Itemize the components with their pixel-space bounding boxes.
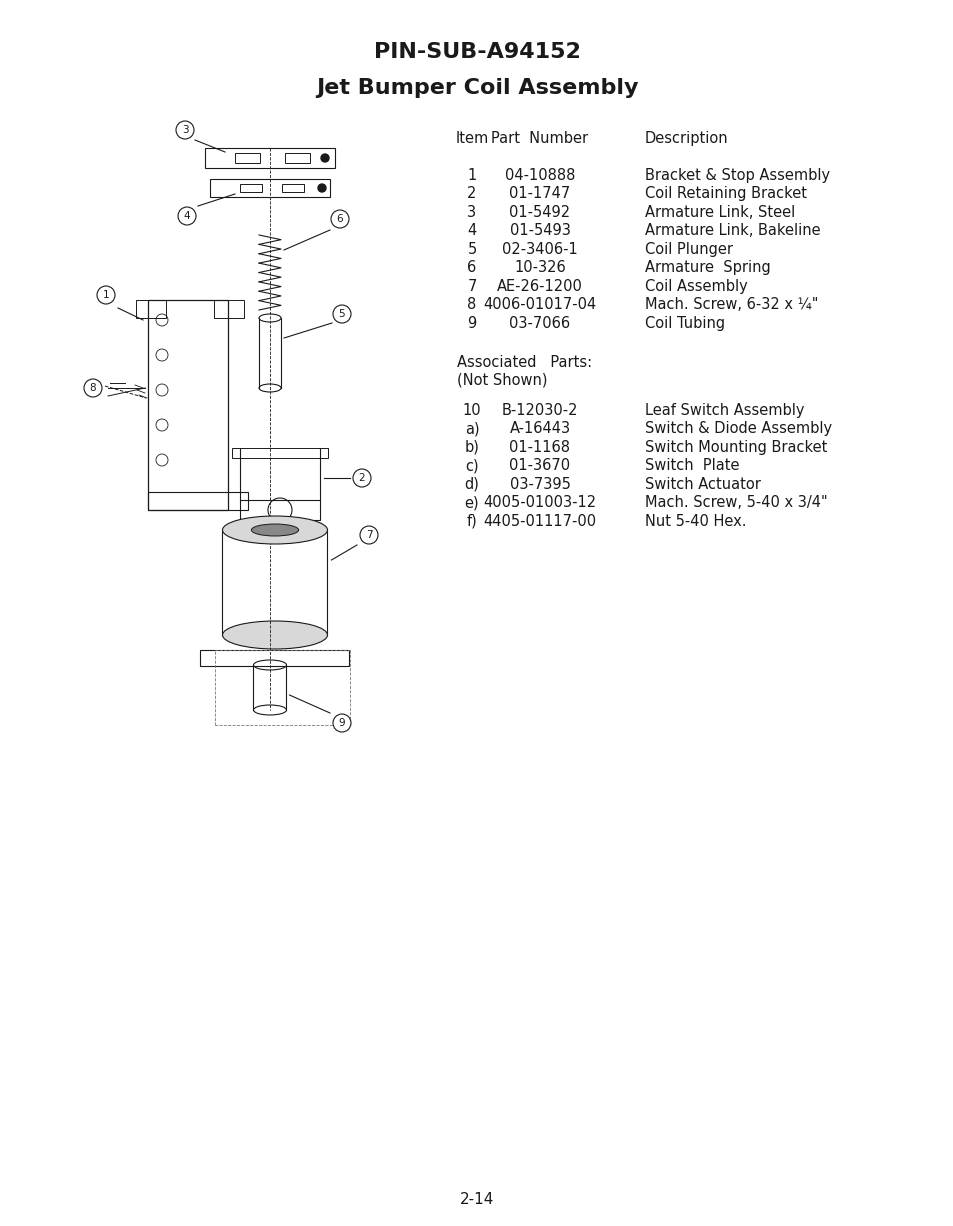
- Text: 7: 7: [467, 278, 476, 293]
- Text: Mach. Screw, 5-40 x 3/4": Mach. Screw, 5-40 x 3/4": [644, 495, 827, 510]
- Bar: [136, 300, 166, 318]
- Text: 4005-01003-12: 4005-01003-12: [483, 495, 596, 510]
- Text: Armature Link, Steel: Armature Link, Steel: [644, 205, 795, 219]
- Text: a): a): [464, 421, 478, 436]
- Bar: [200, 650, 349, 666]
- Text: 4: 4: [184, 211, 190, 221]
- Text: 02-3406-1: 02-3406-1: [501, 242, 578, 256]
- Text: Part  Number: Part Number: [491, 130, 588, 146]
- Text: 10-326: 10-326: [514, 260, 565, 275]
- Text: 4405-01117-00: 4405-01117-00: [483, 514, 596, 528]
- Text: (Not Shown): (Not Shown): [456, 373, 547, 387]
- Bar: [210, 179, 330, 197]
- Text: Coil Tubing: Coil Tubing: [644, 315, 724, 331]
- Text: PIN-SUB-A94152: PIN-SUB-A94152: [374, 42, 579, 63]
- Text: 3: 3: [181, 125, 188, 135]
- Text: 03-7066: 03-7066: [509, 315, 570, 331]
- Text: 01-1747: 01-1747: [509, 186, 570, 201]
- Text: Switch & Diode Assembly: Switch & Diode Assembly: [644, 421, 831, 436]
- Text: Coil Plunger: Coil Plunger: [644, 242, 732, 256]
- Text: 01-5492: 01-5492: [509, 205, 570, 219]
- Bar: [285, 153, 310, 163]
- Text: 7: 7: [365, 530, 372, 539]
- Text: Description: Description: [644, 130, 728, 146]
- Text: Coil Assembly: Coil Assembly: [644, 278, 747, 293]
- Text: 2-14: 2-14: [459, 1193, 494, 1208]
- Text: Bracket & Stop Assembly: Bracket & Stop Assembly: [644, 168, 829, 183]
- Circle shape: [353, 470, 371, 487]
- Text: 01-5493: 01-5493: [509, 223, 570, 238]
- Bar: [234, 153, 260, 163]
- Text: Mach. Screw, 6-32 x ¼": Mach. Screw, 6-32 x ¼": [644, 297, 818, 311]
- Text: 5: 5: [467, 242, 476, 256]
- Circle shape: [84, 379, 102, 397]
- Text: 8: 8: [90, 383, 96, 394]
- Text: Coil Retaining Bracket: Coil Retaining Bracket: [644, 186, 806, 201]
- Circle shape: [333, 305, 351, 322]
- Text: 01-3670: 01-3670: [509, 459, 570, 473]
- Text: f): f): [466, 514, 476, 528]
- Text: 9: 9: [467, 315, 476, 331]
- Text: 2: 2: [467, 186, 476, 201]
- Text: AE-26-1200: AE-26-1200: [497, 278, 582, 293]
- Text: Switch Actuator: Switch Actuator: [644, 477, 760, 492]
- Ellipse shape: [222, 516, 327, 544]
- Text: 04-10888: 04-10888: [504, 168, 575, 183]
- Bar: [148, 492, 248, 510]
- Text: 9: 9: [338, 718, 345, 728]
- Bar: [240, 500, 319, 520]
- Text: 6: 6: [336, 215, 343, 224]
- Circle shape: [333, 714, 351, 732]
- Text: 01-1168: 01-1168: [509, 439, 570, 455]
- Text: 6: 6: [467, 260, 476, 275]
- Text: Item: Item: [455, 130, 488, 146]
- Text: B-12030-2: B-12030-2: [501, 402, 578, 418]
- Bar: [213, 300, 244, 318]
- Text: c): c): [465, 459, 478, 473]
- Text: 2: 2: [358, 473, 365, 483]
- Circle shape: [178, 207, 195, 226]
- Ellipse shape: [251, 524, 298, 536]
- Circle shape: [320, 154, 329, 162]
- Text: Nut 5-40 Hex.: Nut 5-40 Hex.: [644, 514, 745, 528]
- Text: e): e): [464, 495, 478, 510]
- Circle shape: [331, 210, 349, 228]
- Text: 1: 1: [467, 168, 476, 183]
- Text: b): b): [464, 439, 479, 455]
- Circle shape: [97, 286, 115, 304]
- Text: Jet Bumper Coil Assembly: Jet Bumper Coil Assembly: [315, 78, 638, 98]
- Text: 4: 4: [467, 223, 476, 238]
- Bar: [205, 148, 335, 168]
- Text: 10: 10: [462, 402, 481, 418]
- Text: 8: 8: [467, 297, 476, 311]
- Circle shape: [317, 184, 326, 192]
- Bar: [282, 184, 304, 192]
- Ellipse shape: [222, 622, 327, 649]
- Text: Armature  Spring: Armature Spring: [644, 260, 770, 275]
- Text: A-16443: A-16443: [509, 421, 570, 436]
- Bar: [240, 184, 262, 192]
- Circle shape: [359, 526, 377, 544]
- Text: d): d): [464, 477, 479, 492]
- Bar: [148, 300, 228, 510]
- Text: 03-7395: 03-7395: [509, 477, 570, 492]
- Text: Leaf Switch Assembly: Leaf Switch Assembly: [644, 402, 803, 418]
- Text: Switch  Plate: Switch Plate: [644, 459, 739, 473]
- Bar: [232, 447, 328, 459]
- Text: 5: 5: [338, 309, 345, 319]
- Text: 4006-01017-04: 4006-01017-04: [483, 297, 596, 311]
- Circle shape: [175, 121, 193, 139]
- Text: Associated   Parts:: Associated Parts:: [456, 354, 592, 369]
- Text: Switch Mounting Bracket: Switch Mounting Bracket: [644, 439, 826, 455]
- Text: 1: 1: [103, 291, 110, 300]
- Text: 3: 3: [467, 205, 476, 219]
- Text: Armature Link, Bakeline: Armature Link, Bakeline: [644, 223, 820, 238]
